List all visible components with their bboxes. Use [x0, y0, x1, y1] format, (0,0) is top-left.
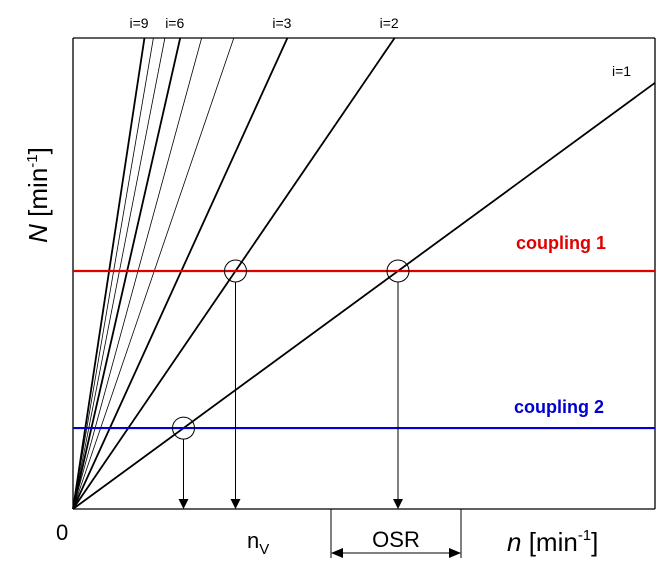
ratio-line-i7: [72, 37, 166, 510]
y-axis-label: N [min-1]: [23, 147, 53, 243]
origin-label: 0: [56, 520, 68, 545]
osr-label: OSR: [372, 527, 420, 552]
ratio-line-i8: [72, 37, 154, 510]
osr-bracket: OSR: [330, 509, 462, 558]
ratio-line-i3: [72, 37, 289, 510]
coupling-label-1: coupling 1: [516, 233, 606, 253]
coupling-label-2: coupling 2: [514, 397, 604, 417]
ratio-line-i1: [72, 82, 656, 510]
ratio-line-i5: [72, 37, 203, 510]
ratio-lines: i=1 i=2 i=3 i=6 i=9: [72, 15, 656, 510]
x-axis-label: n [min-1]: [507, 527, 598, 557]
ratio-label-i2: i=2: [380, 15, 399, 31]
ratio-label-i3: i=3: [272, 15, 291, 31]
coupling-lines: coupling 1 coupling 2: [73, 233, 655, 430]
ratio-label-i1: i=1: [612, 63, 631, 79]
ratio-label-i9: i=9: [129, 15, 148, 31]
nv-label: nV: [247, 528, 269, 558]
ratio-line-i9: [72, 37, 146, 510]
ratio-line-i4: [72, 37, 235, 510]
ratio-line-i2: [72, 37, 396, 510]
ratio-line-i6: [72, 37, 182, 510]
ratio-label-i6: i=6: [165, 15, 184, 31]
intersection-markers: [172, 259, 410, 509]
